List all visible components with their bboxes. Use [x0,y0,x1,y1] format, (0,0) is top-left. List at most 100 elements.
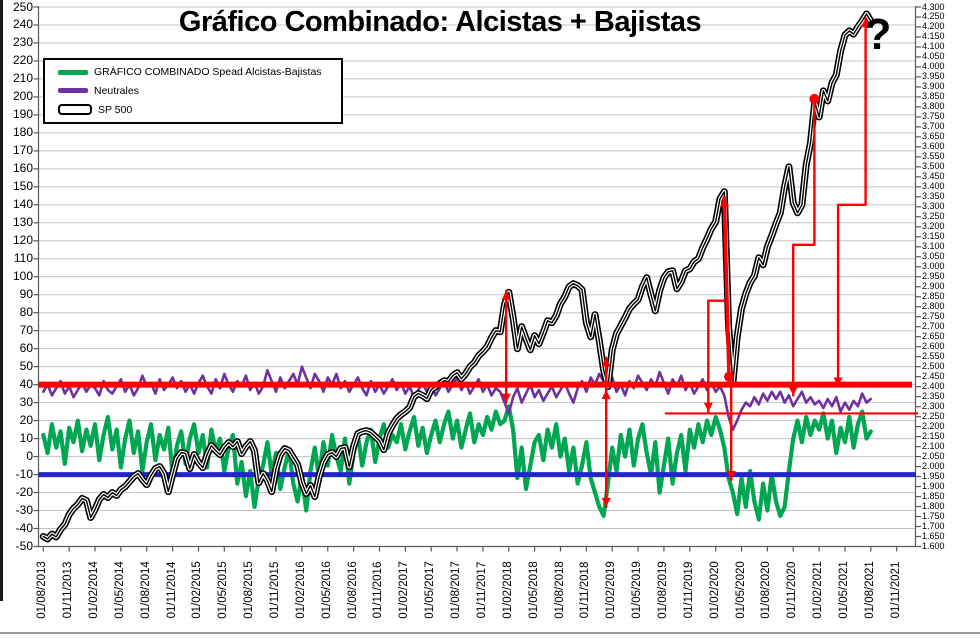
x-axis-date-label: 01/11/2015 [269,561,282,619]
y-axis-left-label: -50 [15,539,33,553]
y-axis-left-label: 60 [19,341,33,356]
x-axis-date-label: 01/02/2017 [398,561,411,619]
y-axis-right-label: 1.850 [922,491,945,502]
y-axis-left-label: 110 [13,251,33,266]
x-axis-date-label: 01/02/2015 [191,561,204,619]
y-axis-right-label: 4.100 [922,41,945,52]
y-axis-left-label: -20 [15,485,33,500]
x-axis-date-label: 01/08/2018 [553,561,566,619]
y-axis-right-label: 3.550 [922,151,945,162]
y-axis-right-label: 3.700 [922,121,945,132]
y-axis-right-label: 4.000 [922,61,945,72]
y-axis-left-label: 140 [12,197,33,212]
y-axis-right-label: 3.600 [922,141,945,152]
y-axis-right-label: 4.300 [922,1,945,12]
x-axis-date-label: 01/08/2016 [346,561,359,619]
x-axis-date-label: 01/02/2014 [88,561,101,619]
neutrales-line-swatch [58,88,88,94]
x-axis-date-label: 01/08/2020 [760,561,773,619]
y-axis-right-label: 3.450 [922,171,945,182]
y-axis-left-label: 10 [19,431,33,446]
y-axis-left-label: 160 [12,161,33,176]
y-axis-right-label: 2.950 [922,271,945,282]
x-axis-date-label: 01/05/2016 [320,561,333,619]
y-axis-right-label: 2.050 [922,451,945,462]
y-axis-left-label: 90 [19,287,33,302]
y-axis-right-label: 2.700 [922,321,945,332]
x-axis-date-label: 01/11/2014 [165,561,178,619]
y-axis-right-label: 3.900 [922,81,945,92]
y-axis-right-label: 1.950 [922,471,945,482]
y-axis-left-label: 210 [12,71,33,86]
x-axis-date-label: 01/11/2021 [889,561,902,619]
y-axis-right-label: 4.250 [922,11,945,22]
y-axis-right-label: 3.300 [922,201,945,212]
x-axis-date-label: 01/08/2021 [863,561,876,619]
y-axis-left-label: 30 [19,395,33,410]
x-axis-date-label: 01/11/2016 [372,561,385,619]
red-annotations [501,16,871,509]
dec2018-resistance-arrow [601,388,611,404]
y-axis-right-label: 2.150 [922,431,945,442]
legend-item-spread[interactable]: GRÁFICO COMBINADO Spead Alcistas-Bajista… [58,66,337,78]
y-axis-right-label: 2.400 [922,381,945,392]
y-axis-right-label: 4.050 [922,51,945,62]
y-axis-right-label: 2.300 [922,401,945,412]
jan2018-correction-arrow [501,289,511,404]
y-axis-right-label: 2.650 [922,331,945,342]
x-axis-date-label: 01/05/2014 [113,561,126,619]
y-axis-left-label: 70 [19,323,33,338]
y-axis-right-label: 3.650 [922,131,945,142]
x-axis-date-label: 01/05/2021 [837,561,850,619]
y-axis-left-label: 150 [12,179,33,194]
y-axis-right-label: 3.500 [922,161,945,172]
chart-title: Gráfico Combinado: Alcistas + Bajistas [178,6,702,38]
legend-box[interactable]: GRÁFICO COMBINADO Spead Alcistas-Bajista… [43,58,343,124]
x-axis-date-label: 01/08/2015 [243,561,256,619]
y-axis-right-label: 2.750 [922,311,945,322]
covid-spread-drop-arrow [726,383,736,482]
spread-line-swatch [58,69,88,75]
question-mark-annotation: ? [864,10,892,59]
y-axis-right-label: 2.200 [922,421,945,432]
y-axis-right-label: 2.800 [922,301,945,312]
x-axis-date-label: 01/08/2014 [139,561,152,619]
y-axis-right-label: 1.800 [922,501,945,512]
x-axis-date-label: 01/11/2018 [579,561,592,619]
x-axis-date-label: 01/08/2013 [36,561,49,619]
x-axis-date-label: 01/11/2017 [475,561,488,619]
series-spread-alcistas-bajistas [41,404,873,522]
y-axis-left-label: 170 [12,143,33,158]
y-axis-left-label: -30 [15,503,33,518]
jan2021-support-step [788,93,820,397]
y-axis-right-label: 3.350 [922,191,945,202]
y-axis-right-label: 2.500 [922,361,945,372]
y-axis-right-label: 2.600 [922,341,945,352]
y-axis-right-label: 3.000 [922,261,945,272]
y-axis-left-label: 40 [19,377,33,392]
y-axis-left-label: 80 [19,305,33,320]
y-axis-left-label: 180 [12,125,33,140]
y-axis-left-label: 0 [26,449,33,464]
y-axis-right-label: 3.200 [922,221,945,232]
x-axis-date-label: 01/02/2018 [501,561,514,619]
legend-item-sp500[interactable]: SP 500 [58,104,337,116]
y-axis-left-label: 190 [12,107,33,122]
y-axis-right-label: 3.050 [922,251,945,262]
y-axis-right-label: 3.100 [922,241,945,252]
x-axis-date-label: 01/05/2017 [424,561,437,619]
y-axis-right-label: 1.900 [922,481,945,492]
y-axis-left-label: 250 [12,0,33,14]
window-edge-left [0,0,3,601]
y-axis-left-label: 240 [12,17,33,32]
window-edge-bottom [0,632,980,634]
legend-item-neutrales[interactable]: Neutrales [58,85,337,97]
y-axis-left-label: -10 [15,467,33,482]
y-axis-right-label: 3.950 [922,71,945,82]
y-axis-left-label: 120 [12,233,33,248]
y-axis-right-label: 1.700 [922,521,945,532]
y-axis-left-label: 130 [12,215,33,230]
y-axis-left-label: 200 [12,89,33,104]
